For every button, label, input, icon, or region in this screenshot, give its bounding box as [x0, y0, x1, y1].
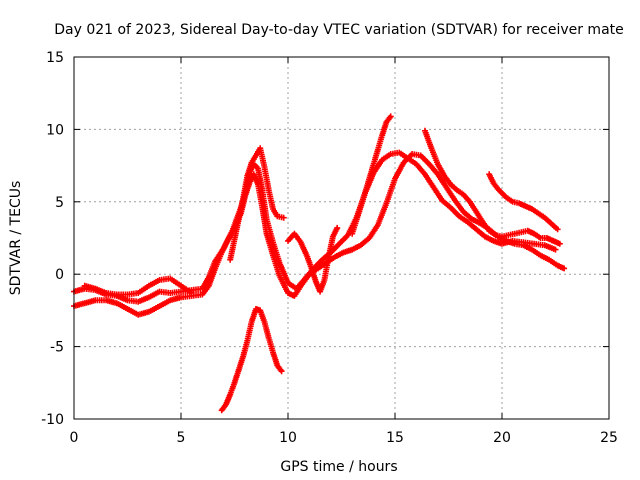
series-track-c [218, 306, 285, 414]
y-axis-label: SDTVAR / TECUs [8, 181, 24, 296]
x-tick-label: 15 [386, 430, 404, 446]
points-layer [71, 113, 568, 414]
labels-layer: 0 5 10 15 20 25 -10 -5 0 5 10 15 [41, 50, 618, 446]
y-tick-label: -10 [41, 412, 64, 428]
x-tick-label: 10 [279, 430, 297, 446]
series-track-f [349, 113, 394, 237]
series-track-g [422, 127, 563, 247]
x-tick-label: 20 [493, 430, 511, 446]
data-points [81, 275, 195, 298]
x-tick-label: 5 [177, 430, 186, 446]
series-track-e [285, 224, 341, 295]
data-points [227, 145, 287, 263]
y-tick-label: -5 [50, 340, 64, 356]
data-points [486, 171, 561, 233]
series-track-d [227, 145, 287, 263]
x-tick-label: 25 [600, 430, 618, 446]
plot-frame [73, 56, 610, 420]
ticks-layer [73, 56, 610, 420]
data-points [349, 113, 394, 237]
y-tick-label: 5 [55, 195, 64, 211]
x-axis-label: GPS time / hours [280, 459, 397, 475]
data-points [422, 127, 563, 247]
series-track-h [486, 171, 561, 233]
y-tick-label: 0 [55, 267, 64, 283]
x-tick-label: 0 [70, 430, 79, 446]
series-track-i [81, 275, 195, 298]
y-tick-label: 15 [46, 50, 64, 66]
data-points [285, 224, 341, 295]
y-tick-label: 10 [46, 122, 64, 138]
data-points [218, 306, 285, 414]
chart-title: Day 021 of 2023, Sidereal Day-to-day VTE… [54, 22, 624, 38]
